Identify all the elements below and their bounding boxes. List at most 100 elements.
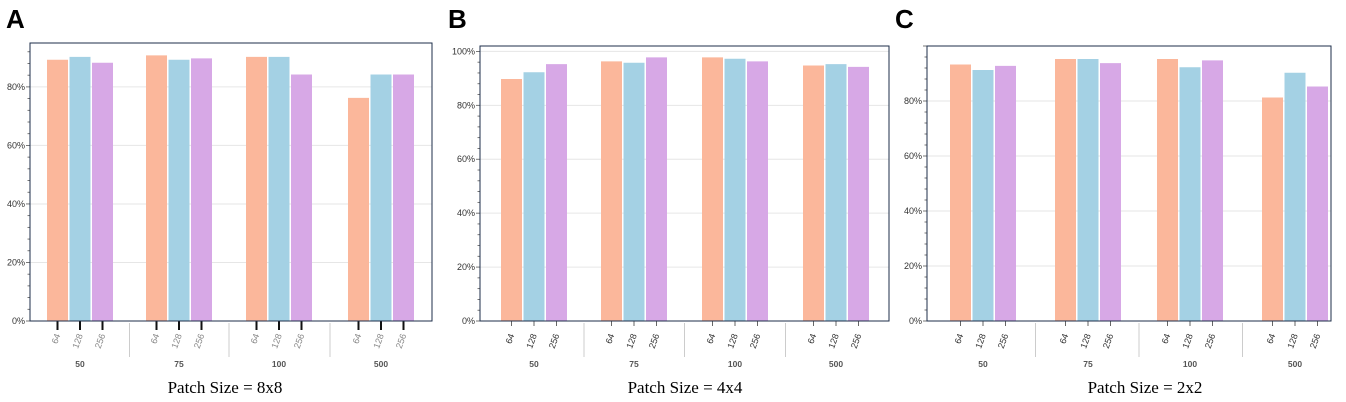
x-sub-label: 128 (973, 332, 988, 350)
plot-frame (479, 45, 890, 322)
bar-500-128 (1284, 73, 1306, 321)
y-tick-label: 0% (909, 316, 922, 326)
x-sub-label: 256 (849, 332, 864, 350)
bar-50-64 (950, 65, 971, 321)
bar-75-64 (601, 62, 622, 321)
caption-c: Patch Size = 2x2 (1087, 378, 1203, 397)
x-sub-label: 128 (1285, 332, 1300, 350)
y-tick-label: 100% (452, 46, 475, 56)
x-sub-label: 64 (1058, 332, 1071, 345)
y-tick-label: 20% (457, 262, 475, 272)
x-sub-label: 64 (953, 332, 966, 345)
bar-100-64 (702, 58, 723, 321)
x-sub-label: 256 (93, 332, 108, 350)
x-sub-label: 256 (394, 332, 409, 350)
plot-frame (926, 45, 1332, 322)
caption-b: Patch Size = 4x4 (627, 378, 743, 397)
chart-panel-a: 0% 20% 40% 60% 80% 64 128 256 50 64 128 256 75 64 128 2… (7, 42, 433, 369)
x-sub-label: 256 (1308, 332, 1323, 350)
x-group-label: 100 (272, 359, 286, 369)
y-tick-label: 80% (457, 100, 475, 110)
x-sub-label: 64 (1160, 332, 1173, 345)
x-sub-label: 256 (1203, 332, 1218, 350)
x-sub-label: 64 (705, 332, 718, 345)
y-tick-label: 0% (462, 316, 475, 326)
bar-75-64 (146, 56, 167, 321)
x-group-label: 50 (75, 359, 85, 369)
bar-100-128 (724, 59, 746, 321)
bar-100-64 (246, 57, 267, 321)
y-tick-label: 80% (904, 96, 922, 106)
bar-50-128 (972, 70, 994, 321)
x-group-label: 75 (629, 359, 639, 369)
bar-50-128 (523, 72, 545, 321)
x-sub-label: 256 (996, 332, 1011, 350)
x-sub-label: 64 (50, 332, 63, 345)
bar-75-64 (1055, 59, 1076, 321)
x-group-label: 75 (1083, 359, 1093, 369)
bar-500-256 (848, 67, 869, 321)
bar-75-256 (646, 58, 667, 321)
x-sub-label: 128 (70, 332, 85, 350)
bar-500-128 (370, 75, 392, 321)
bar-50-256 (995, 66, 1016, 321)
x-sub-label: 128 (826, 332, 841, 350)
y-tick-label: 40% (457, 208, 475, 218)
x-sub-label: 128 (1078, 332, 1093, 350)
bar-75-128 (1077, 59, 1099, 321)
panel-label-a: A (6, 4, 25, 34)
x-sub-label: 128 (269, 332, 284, 350)
x-sub-label: 64 (604, 332, 617, 345)
bar-75-256 (1100, 63, 1121, 321)
caption-a: Patch Size = 8x8 (167, 378, 283, 397)
x-sub-label: 64 (149, 332, 162, 345)
x-sub-label: 64 (504, 332, 517, 345)
y-tick-label: 80% (7, 82, 25, 92)
x-group-label: 100 (1183, 359, 1197, 369)
bar-50-64 (501, 79, 522, 321)
bar-500-64 (1262, 98, 1283, 321)
bar-50-256 (546, 64, 567, 321)
bar-100-128 (268, 57, 290, 321)
chart-panel-b: 0% 20% 40% 60% 80% 100% 64 128 256 50 64 128 256 75 64… (452, 45, 890, 369)
bar-100-128 (1179, 68, 1201, 321)
bar-75-128 (623, 63, 645, 322)
y-tick-label: 40% (904, 206, 922, 216)
bar-500-64 (803, 66, 824, 322)
bar-500-256 (393, 75, 414, 321)
x-sub-label: 128 (371, 332, 386, 350)
y-tick-label: 0% (12, 316, 25, 326)
bar-100-64 (1157, 59, 1178, 321)
bar-50-256 (92, 63, 113, 321)
bar-500-128 (825, 64, 847, 321)
x-group-label: 100 (728, 359, 742, 369)
y-tick-label: 60% (7, 140, 25, 150)
y-tick-label: 20% (7, 257, 25, 267)
x-sub-label: 256 (647, 332, 662, 350)
x-sub-label: 128 (169, 332, 184, 350)
x-sub-label: 64 (1265, 332, 1278, 345)
x-sub-label: 128 (624, 332, 639, 350)
x-sub-label: 64 (249, 332, 262, 345)
plot-frame (29, 42, 433, 322)
x-sub-label: 128 (1180, 332, 1195, 350)
x-sub-label: 256 (547, 332, 562, 350)
x-sub-label: 128 (524, 332, 539, 350)
y-tick-label: 60% (457, 154, 475, 164)
bar-100-256 (1202, 61, 1223, 321)
x-group-label: 75 (174, 359, 184, 369)
x-sub-label: 256 (192, 332, 207, 350)
bar-100-256 (291, 75, 312, 321)
x-group-label: 50 (529, 359, 539, 369)
y-tick-label: 20% (904, 261, 922, 271)
panel-label-c: C (895, 4, 914, 34)
bar-50-64 (47, 60, 68, 322)
y-tick-label: 60% (904, 151, 922, 161)
chart-panel-c: 0% 20% 40% 60% 80% 64 128 256 50 64 128 256 75 64 128 2… (904, 45, 1332, 369)
bar-75-128 (168, 60, 190, 322)
x-group-label: 500 (374, 359, 388, 369)
x-group-label: 500 (1288, 359, 1302, 369)
bar-50-128 (69, 57, 91, 321)
x-sub-label: 128 (725, 332, 740, 350)
bar-75-256 (191, 59, 212, 322)
